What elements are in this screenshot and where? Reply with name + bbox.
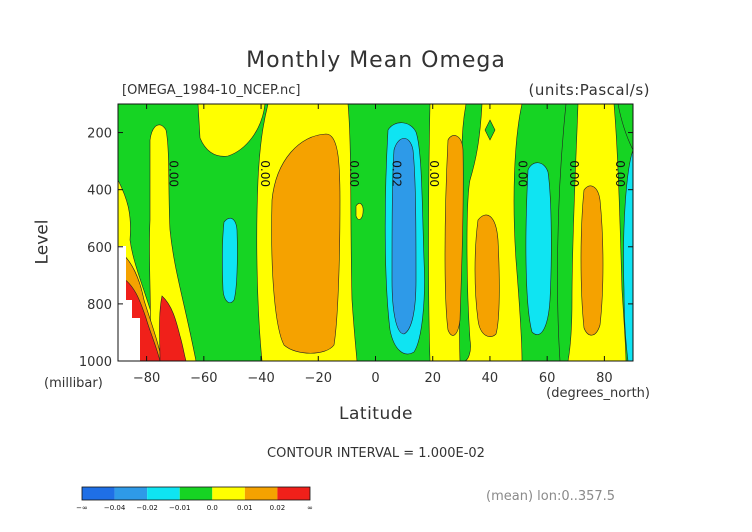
region-cyan-minus55	[222, 217, 238, 303]
region-orange-75n	[580, 185, 604, 336]
region-green-east-edge	[617, 104, 633, 151]
y-axis-unit: (millibar)	[44, 376, 103, 391]
region-orange-30n	[444, 135, 464, 336]
colorbar-frame	[81, 486, 311, 501]
region-orange-minus20	[271, 133, 341, 354]
y-tick-label: 400	[87, 184, 112, 199]
units-label: (units:Pascal/s)	[528, 81, 650, 99]
y-tick-label: 800	[87, 298, 112, 313]
chart-title: Monthly Mean Omega	[246, 48, 506, 73]
contour-interval-label: CONTOUR INTERVAL = 1.000E-02	[267, 446, 485, 461]
base-fill	[118, 104, 633, 361]
contour-label: 0.02	[390, 160, 404, 187]
colorbar-label: −∞	[76, 504, 88, 512]
colorbar-label: 0.0	[207, 504, 218, 512]
y-axis-label: Level	[32, 219, 53, 265]
colorbar-swatch	[147, 487, 180, 500]
contour-label: 0.00	[347, 160, 361, 187]
missing-data-area	[118, 246, 140, 361]
x-tick-label: −80	[133, 371, 160, 386]
x-tick-label: 60	[539, 371, 556, 386]
colorbar-label: −0.02	[136, 504, 157, 512]
x-tick-label: 20	[424, 371, 441, 386]
y-tick-label: 200	[87, 127, 112, 142]
region-green-40n-diamond	[484, 119, 496, 141]
colorbar-swatch	[212, 487, 245, 500]
colorbar-swatch	[82, 487, 115, 500]
x-axis-unit: (degrees_north)	[546, 386, 650, 401]
colorbar-swatch	[179, 487, 213, 500]
x-tick-label: 40	[482, 371, 499, 386]
region-green-gap-70n	[557, 104, 579, 361]
x-tick-label: 80	[596, 371, 613, 386]
contour-labels: 0.00 0.00 0.00 0.02 0.00 0.00 0.00 0.00	[167, 160, 627, 187]
region-orange-40n	[474, 214, 500, 337]
x-tick-label: −40	[247, 371, 274, 386]
colorbar-label: 0.01	[237, 504, 253, 512]
region-blue-equator	[391, 138, 417, 335]
contour-fill-area	[118, 104, 633, 361]
region-cyan-55n	[525, 162, 552, 335]
colorbar-swatch	[244, 487, 278, 500]
y-tick-label: 600	[87, 241, 112, 256]
contour-label: 0.00	[427, 160, 441, 187]
contour-label: 0.00	[613, 160, 627, 187]
axis-ticks: −80 −60 −40 −20 0 20 40 60 80 200 400 600 800 1000	[79, 104, 633, 386]
colorbar-swatch	[277, 487, 310, 500]
x-tick-label: −60	[190, 371, 217, 386]
file-label: [OMEGA_1984-10_NCEP.nc]	[122, 83, 301, 98]
colorbar-label: ∞	[307, 504, 313, 512]
colorbar-label: −0.01	[169, 504, 190, 512]
x-tick-label: 0	[371, 371, 379, 386]
colorbar-label: 0.02	[270, 504, 286, 512]
colorbar: −∞ −0.04 −0.02 −0.01 0.0 0.01 0.02 ∞	[76, 486, 313, 512]
region-yellow-minus60	[197, 104, 266, 157]
colorbar-swatch	[114, 487, 148, 500]
contour-label: 0.00	[516, 160, 530, 187]
mean-label: (mean) lon:0..357.5	[486, 489, 616, 504]
x-axis-label: Latitude	[339, 404, 413, 424]
region-red-minus72	[159, 295, 187, 361]
contour-label: 0.00	[258, 160, 272, 187]
contour-label: 0.00	[567, 160, 581, 187]
x-tick-label: −20	[305, 371, 332, 386]
contour-label: 0.00	[167, 160, 181, 187]
region-cyan-90n	[623, 149, 633, 361]
region-yellow-minus8	[355, 203, 364, 220]
colorbar-label: −0.04	[104, 504, 126, 512]
y-tick-label: 1000	[79, 355, 112, 370]
